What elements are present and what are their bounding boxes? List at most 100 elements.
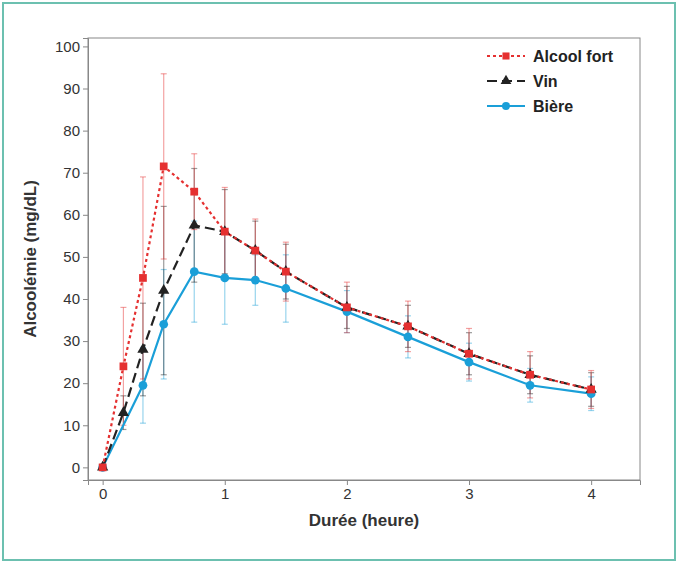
y-axis: 0 10 20 30 40 50 60 70 80 90 100: [55, 38, 89, 481]
tick-label: 90: [63, 80, 80, 97]
legend-label: Vin: [533, 73, 558, 90]
border: [3, 3, 675, 560]
error-bar: [191, 154, 197, 230]
x-axis-title: Durée (heure): [309, 511, 420, 530]
tick-label: 3: [465, 485, 473, 502]
tick: 10: [63, 417, 88, 434]
axis-line: [89, 481, 641, 486]
marker: [341, 301, 352, 311]
marker: [190, 267, 199, 276]
marker: [586, 383, 597, 393]
tick-mark: [83, 467, 88, 468]
error-bar: [466, 328, 472, 379]
marker: [343, 304, 351, 312]
marker: [139, 381, 148, 390]
marker: [282, 268, 290, 276]
marker: [221, 228, 229, 236]
tick: 60: [63, 206, 88, 223]
tick: 3: [465, 480, 473, 502]
marker: [98, 463, 107, 472]
tick: 80: [63, 122, 88, 139]
tick-mark: [83, 173, 88, 174]
marker: [250, 244, 261, 254]
marker: [219, 225, 230, 235]
marker: [159, 320, 168, 329]
tick-mark: [83, 46, 88, 47]
tick-label: 20: [63, 374, 80, 391]
tick-mark: [83, 131, 88, 132]
legend-marker: [502, 102, 510, 110]
y-axis-title: Alcoolémie (mg/dL): [21, 180, 40, 338]
tick-label: 80: [63, 122, 80, 139]
tick-mark: [83, 341, 88, 342]
marker: [463, 347, 474, 357]
tick: 0: [72, 459, 88, 476]
marker: [137, 343, 148, 353]
legend-entry: Bière: [487, 98, 573, 115]
marker: [99, 463, 107, 471]
x-axis: 0 1 2 3 4: [89, 480, 641, 502]
error-bar: [527, 352, 533, 398]
plot-frame: [88, 38, 640, 480]
axis-line: [83, 39, 89, 481]
marker: [118, 406, 129, 416]
marker: [404, 322, 412, 330]
series-line: [103, 166, 591, 467]
tick-label: 10: [63, 417, 80, 434]
marker: [402, 320, 413, 330]
tick-mark: [83, 383, 88, 384]
tick-label: 100: [55, 38, 80, 55]
marker: [280, 265, 291, 275]
plot-area: [97, 74, 597, 472]
markers: [97, 163, 597, 472]
tick: 50: [63, 248, 88, 265]
error-bar: [588, 371, 594, 409]
error-bar: [161, 74, 167, 259]
tick: 2: [343, 480, 351, 502]
tick-label: 1: [221, 485, 229, 502]
marker: [139, 274, 147, 282]
tick: 40: [63, 290, 88, 307]
marker: [120, 362, 128, 370]
tick: 0: [99, 480, 107, 502]
marker: [220, 274, 229, 283]
tick: 1: [221, 480, 229, 502]
marker: [526, 371, 534, 379]
error-bar: [405, 301, 411, 352]
marker: [524, 368, 535, 378]
tick-mark: [83, 89, 88, 90]
tick-label: 4: [587, 485, 595, 502]
legend-marker: [502, 52, 509, 59]
marker: [97, 461, 108, 471]
lines: [103, 166, 591, 467]
tick-label: 50: [63, 248, 80, 265]
marker: [281, 284, 290, 293]
error-bar: [252, 219, 258, 282]
legend: Alcool fortVinBière: [487, 48, 614, 115]
error-bar: [344, 282, 350, 333]
tick: 70: [63, 164, 88, 181]
chart: 012340102030405060708090100Durée (heure)…: [0, 0, 678, 563]
legend-entry: Vin: [487, 73, 558, 90]
tick-label: 70: [63, 164, 80, 181]
tick-label: 0: [72, 459, 80, 476]
marker: [158, 284, 169, 294]
marker: [189, 219, 200, 229]
series-line: [103, 225, 591, 467]
marker: [465, 350, 473, 358]
marker: [526, 381, 535, 390]
tick-label: 2: [343, 485, 351, 502]
tick-mark: [83, 425, 88, 426]
marker: [251, 247, 259, 255]
tick: 30: [63, 332, 88, 349]
tick-label: 60: [63, 206, 80, 223]
marker: [465, 358, 474, 367]
tick-mark: [83, 215, 88, 216]
tick-mark: [83, 257, 88, 258]
tick-mark: [83, 299, 88, 300]
tick-label: 40: [63, 290, 80, 307]
tick: 20: [63, 374, 88, 391]
error-bar: [222, 187, 228, 275]
tick: 100: [55, 38, 88, 55]
tick: 90: [63, 80, 88, 97]
